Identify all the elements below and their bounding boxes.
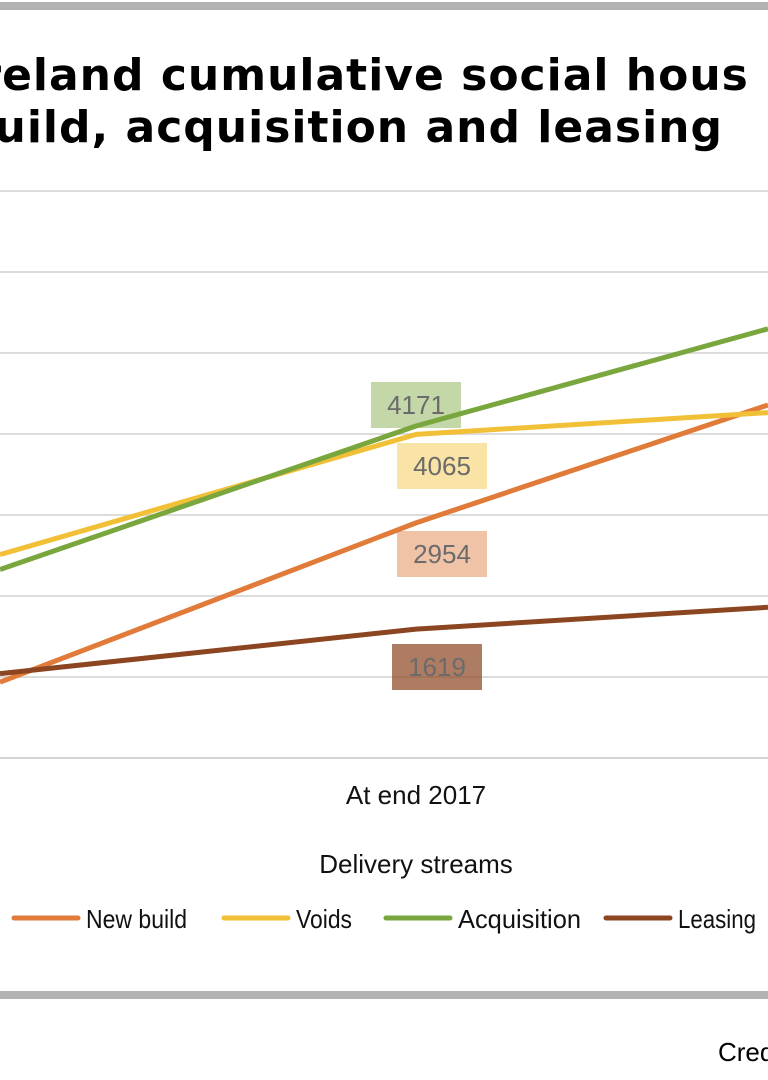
bottom-rule (0, 991, 768, 999)
series-line-acquisition (0, 326, 768, 572)
data-label-voids: 4065 (413, 451, 471, 481)
line-chart: 2954 4065 4171 1619 At end 2017 Delivery stre… (0, 190, 768, 934)
legend-label-voids: Voids (296, 904, 352, 934)
data-label-box-leasing (392, 644, 482, 690)
chart-title: Ireland cumulative social hous build, ac… (0, 50, 768, 154)
data-label-acquisition: 4171 (387, 390, 445, 420)
data-label-leasing: 1619 (408, 652, 466, 682)
legend-label-acquisition: Acquisition (458, 904, 581, 934)
data-label-box-new-build (397, 531, 487, 577)
series-line-new-build (0, 402, 768, 685)
legend-label-leasing: Leasing (678, 904, 756, 934)
data-label-box-acquisition (371, 382, 461, 428)
series-line-leasing (0, 604, 768, 677)
legend-label-new-build: New build (86, 904, 187, 934)
credit-text: Cred (718, 1037, 768, 1067)
top-rule (0, 2, 768, 10)
data-label-box-voids (397, 443, 487, 489)
chart-title-line-2: build, acquisition and leasing (0, 102, 723, 153)
series-line-voids (0, 410, 768, 558)
x-tick-label: At end 2017 (346, 780, 486, 810)
chart-title-line-1: Ireland cumulative social hous (0, 50, 749, 101)
x-axis-title: Delivery streams (319, 849, 513, 879)
data-label-new-build: 2954 (413, 539, 471, 569)
